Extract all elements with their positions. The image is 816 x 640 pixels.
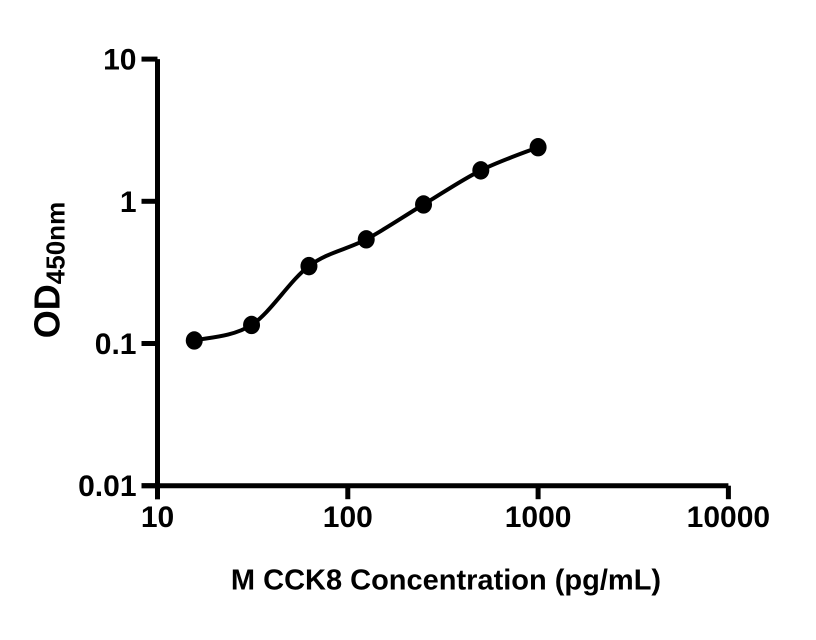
- y-tick-label: 0.1: [95, 328, 137, 361]
- y-axis-title-main: OD: [26, 284, 68, 339]
- data-point: [357, 230, 375, 249]
- x-tick-label: 10000: [687, 501, 770, 534]
- y-tick-label: 0.01: [78, 470, 136, 503]
- data-point: [472, 161, 490, 180]
- data-point: [300, 256, 318, 276]
- data-point: [415, 195, 433, 214]
- y-axis-title: OD450nm: [27, 202, 72, 338]
- x-axis-title: M CCK8 Concentration (pg/mL): [230, 564, 662, 597]
- axes: [141, 59, 729, 500]
- x-tick-label: 100: [323, 501, 373, 534]
- y-axis-title-sub: 450nm: [40, 201, 71, 285]
- data-point: [243, 315, 261, 335]
- y-tick-label: 1: [120, 186, 137, 219]
- data-point: [529, 138, 547, 157]
- x-tick-label: 10: [141, 501, 174, 534]
- data-point: [185, 331, 203, 350]
- x-tick-label: 1000: [505, 501, 572, 534]
- y-tick-label: 10: [103, 44, 136, 77]
